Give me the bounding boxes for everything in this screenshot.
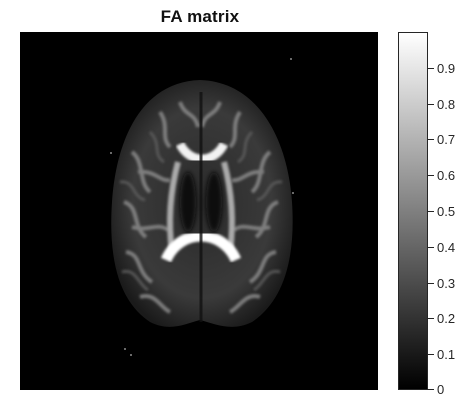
colorbar-tick-label: 0.3 — [437, 275, 456, 291]
colorbar-tick-label: 0.6 — [437, 168, 456, 184]
brain-fa-map-icon — [110, 58, 294, 356]
colorbar-tick — [428, 175, 434, 177]
colorbar-tick — [428, 389, 434, 390]
colorbar-tick — [428, 67, 434, 69]
colorbar-tick — [428, 246, 434, 248]
figure-title: FA matrix — [160, 7, 240, 26]
colorbar-tick-label: 0.7 — [437, 132, 456, 148]
colorbar-tick — [428, 282, 434, 284]
colorbar-tick-label: 0.2 — [437, 311, 456, 327]
colorbar-tick-label: 0.8 — [437, 96, 456, 112]
colorbar-tick-label: 0.9 — [437, 60, 456, 76]
colorbar-tick — [428, 211, 434, 212]
colorbar-tick — [428, 139, 434, 141]
colorbar-tick-label: 0.4 — [437, 239, 456, 255]
colorbar-tick-label: 0.5 — [437, 204, 456, 219]
colorbar-tick — [428, 354, 434, 356]
colorbar-tick-label: 0.1 — [437, 347, 456, 363]
colorbar — [398, 32, 428, 390]
colorbar-tick-label: 0 — [437, 382, 445, 397]
colorbar-tick — [428, 103, 434, 105]
colorbar-tick — [428, 318, 434, 320]
fa-image-axes — [20, 32, 378, 390]
